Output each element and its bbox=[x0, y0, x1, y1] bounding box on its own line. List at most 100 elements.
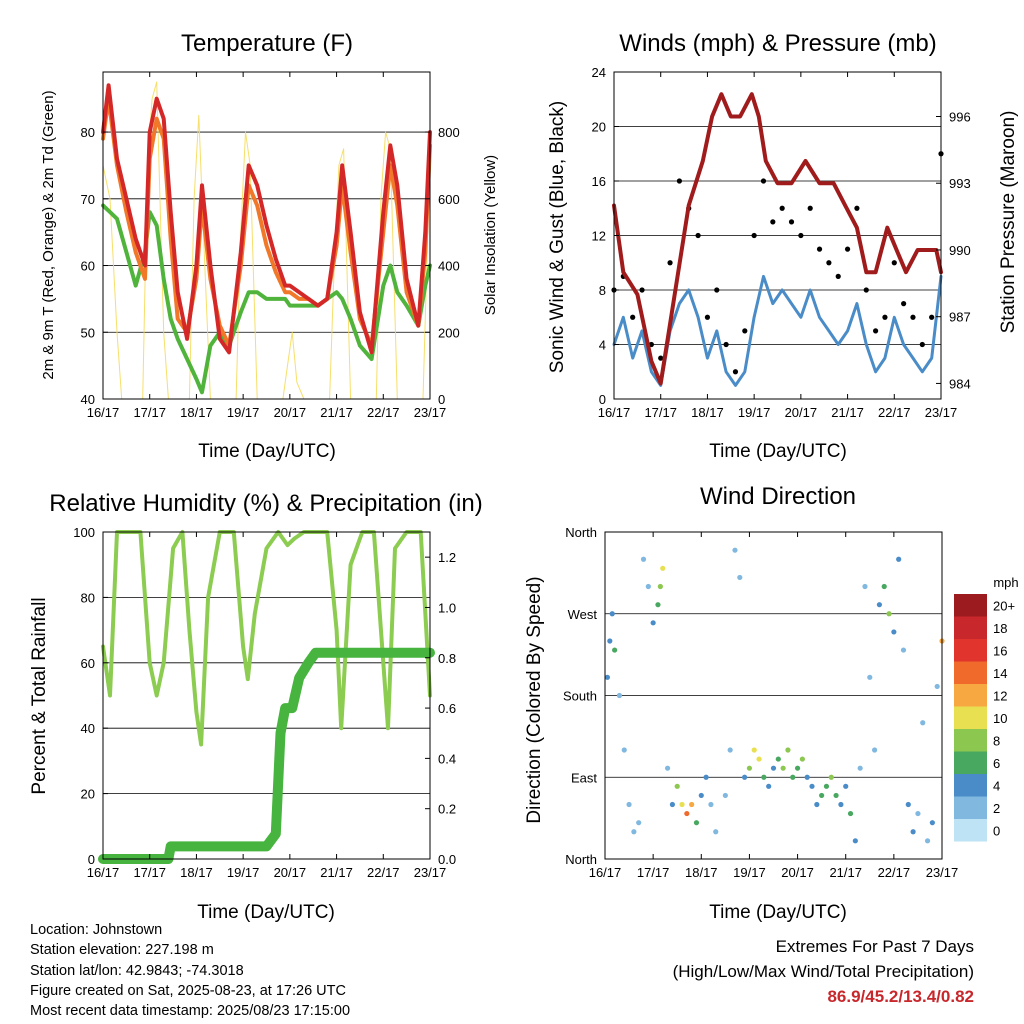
y-tick-label: 0 bbox=[88, 852, 95, 867]
gust-point bbox=[910, 314, 916, 320]
temperature-title: Temperature (F) bbox=[181, 30, 353, 57]
x-tick-label: 19/17 bbox=[227, 405, 260, 420]
y-tick-label: North bbox=[565, 852, 597, 867]
colorbar-label: 16 bbox=[993, 643, 1007, 658]
y-tick-label: 60 bbox=[81, 656, 95, 671]
y2-tick-label: 1.0 bbox=[438, 600, 456, 615]
direction-point bbox=[640, 556, 647, 562]
y-tick-label: South bbox=[563, 689, 597, 704]
y2-tick-label: 0 bbox=[438, 392, 445, 407]
gust-point bbox=[891, 260, 897, 266]
colorbar-swatch bbox=[954, 729, 987, 752]
winds-right-axis-label: Station Pressure (Maroon) bbox=[998, 111, 1019, 334]
direction-point bbox=[664, 765, 671, 771]
direction-point bbox=[843, 783, 849, 789]
gust-point bbox=[714, 287, 720, 293]
direction-point bbox=[780, 765, 786, 771]
direction-plot-frame bbox=[604, 531, 943, 860]
direction-point bbox=[823, 783, 830, 789]
y2-tick-label: 984 bbox=[949, 376, 971, 391]
x-tick-label: 22/17 bbox=[878, 865, 911, 880]
y2-tick-label: 0.4 bbox=[438, 751, 456, 766]
gust-point bbox=[854, 205, 860, 211]
gust-point bbox=[835, 273, 841, 279]
x-tick-label: 18/17 bbox=[691, 405, 724, 420]
y-tick-label: 40 bbox=[81, 721, 95, 736]
x-tick-label: 20/17 bbox=[785, 405, 818, 420]
direction-point bbox=[737, 574, 743, 581]
direction-point bbox=[703, 774, 709, 780]
y-tick-label: 4 bbox=[599, 338, 606, 353]
colorbar-swatch bbox=[954, 774, 987, 797]
direction-point bbox=[693, 820, 700, 826]
x-tick-label: 17/17 bbox=[637, 865, 670, 880]
series-2m-t bbox=[101, 83, 432, 355]
winds-left-axis-label: Sonic Wind & Gust (Blue, Black) bbox=[547, 101, 568, 373]
y-tick-label: North bbox=[565, 525, 597, 540]
gust-point bbox=[751, 232, 757, 239]
x-tick-label: 19/17 bbox=[738, 405, 771, 420]
y-tick-label: West bbox=[568, 607, 598, 622]
y-tick-label: 50 bbox=[81, 325, 95, 340]
gust-point bbox=[630, 314, 636, 320]
direction-point bbox=[742, 774, 748, 780]
gust-point bbox=[882, 314, 888, 320]
colorbar-label: 12 bbox=[993, 688, 1007, 703]
colorbar-swatch bbox=[954, 616, 987, 639]
colorbar-unit: mph bbox=[993, 575, 1018, 590]
humidity-plot-frame bbox=[102, 531, 431, 860]
direction-point bbox=[876, 602, 883, 608]
direction-point bbox=[621, 747, 627, 753]
direction-point bbox=[631, 829, 637, 835]
direction-point bbox=[689, 801, 695, 808]
x-tick-label: 16/17 bbox=[87, 405, 120, 420]
temperature-left-axis-label: 2m & 9m T (Red, Orange) & 2m Td (Green) bbox=[40, 90, 57, 379]
x-tick-label: 18/17 bbox=[180, 865, 213, 880]
x-tick-label: 16/17 bbox=[598, 405, 631, 420]
direction-point bbox=[814, 801, 820, 808]
direction-point bbox=[799, 756, 805, 762]
direction-point bbox=[669, 801, 676, 808]
humidity-x-axis-label: Time (Day/UTC) bbox=[197, 902, 335, 923]
y2-tick-label: 200 bbox=[438, 325, 460, 340]
recent-data-text: Most recent data timestamp: 2025/08/23 1… bbox=[30, 1003, 351, 1020]
y-tick-label: 24 bbox=[592, 65, 606, 80]
direction-point bbox=[804, 774, 810, 780]
gust-point bbox=[695, 232, 701, 239]
direction-point bbox=[881, 583, 887, 590]
series-total-rainfall bbox=[98, 647, 435, 864]
y-tick-label: 60 bbox=[81, 259, 95, 274]
y-tick-label: 100 bbox=[73, 525, 95, 540]
x-tick-label: 19/17 bbox=[227, 865, 260, 880]
direction-point bbox=[616, 692, 623, 699]
direction-point bbox=[852, 838, 858, 844]
gust-point bbox=[742, 328, 748, 334]
gust-point bbox=[929, 314, 935, 320]
y-tick-label: 80 bbox=[81, 125, 95, 140]
y-tick-label: 80 bbox=[81, 590, 95, 605]
x-tick-label: 22/17 bbox=[878, 405, 911, 420]
direction-point bbox=[775, 756, 781, 762]
colorbar-swatch bbox=[954, 751, 987, 774]
latlon-text: Station lat/lon: 42.9843; -74.3018 bbox=[30, 962, 244, 979]
direction-point bbox=[785, 747, 791, 753]
x-tick-label: 16/17 bbox=[87, 865, 120, 880]
x-tick-label: 18/17 bbox=[180, 405, 213, 420]
x-tick-label: 22/17 bbox=[367, 405, 400, 420]
direction-point bbox=[910, 829, 916, 835]
direction-point bbox=[650, 620, 656, 626]
direction-point bbox=[751, 747, 757, 753]
gust-point bbox=[873, 328, 879, 334]
extremes-box: Extremes For Past 7 Days (High/Low/Max W… bbox=[673, 934, 974, 1009]
winds-panel: Winds (mph) & Pressure (mb) Sonic Wind &… bbox=[547, 30, 1019, 462]
gust-point bbox=[732, 369, 739, 375]
direction-point bbox=[612, 647, 618, 653]
gust-point bbox=[658, 355, 664, 361]
direction-point bbox=[674, 783, 680, 789]
direction-point bbox=[838, 801, 844, 808]
y2-tick-label: 800 bbox=[438, 125, 460, 140]
direction-point bbox=[660, 565, 666, 571]
gust-point bbox=[807, 205, 813, 211]
direction-point bbox=[708, 801, 714, 808]
